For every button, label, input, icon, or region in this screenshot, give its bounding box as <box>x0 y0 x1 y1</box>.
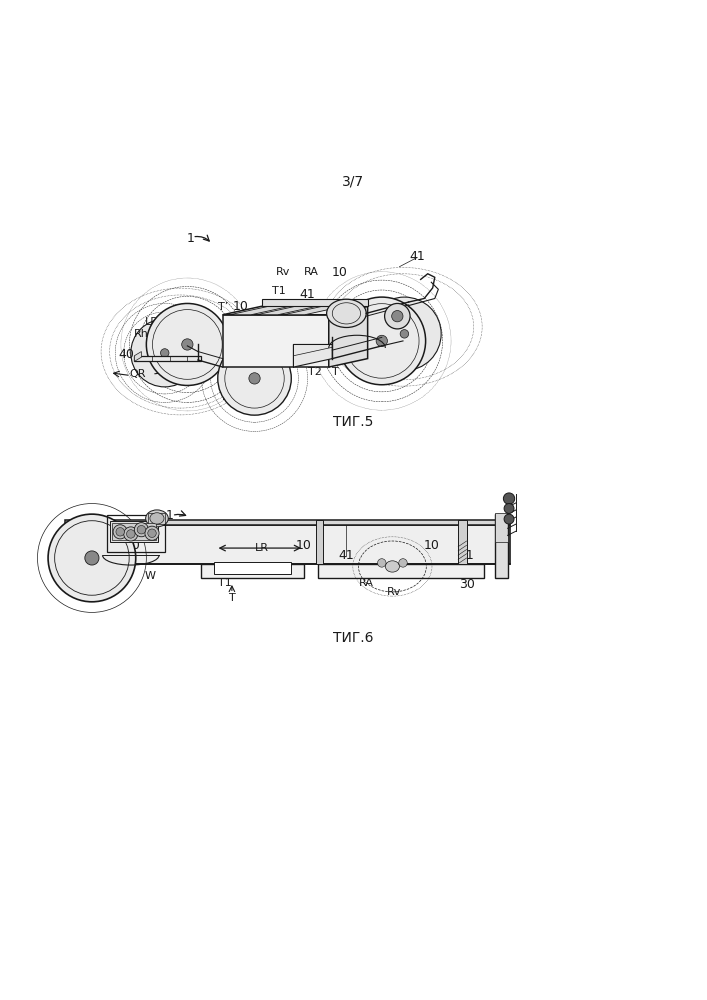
Text: T’: T’ <box>218 302 228 312</box>
Ellipse shape <box>385 561 399 572</box>
Text: W: W <box>145 571 156 581</box>
Polygon shape <box>329 306 368 367</box>
Text: 41: 41 <box>339 549 354 562</box>
Ellipse shape <box>399 559 407 567</box>
Bar <box>214 562 291 574</box>
Bar <box>316 520 323 564</box>
Ellipse shape <box>131 319 199 387</box>
Ellipse shape <box>368 297 441 371</box>
Ellipse shape <box>113 525 127 539</box>
Ellipse shape <box>146 510 168 527</box>
Ellipse shape <box>327 299 366 327</box>
Text: T1: T1 <box>218 578 232 588</box>
Ellipse shape <box>127 530 135 538</box>
Text: 41: 41 <box>300 288 315 301</box>
Text: 10: 10 <box>296 539 312 552</box>
Ellipse shape <box>85 551 99 565</box>
Text: ΤИГ.5: ΤИГ.5 <box>333 415 374 429</box>
Ellipse shape <box>392 311 403 322</box>
Polygon shape <box>134 352 141 361</box>
Ellipse shape <box>504 514 514 524</box>
Text: Rh: Rh <box>222 392 238 402</box>
Bar <box>495 514 508 578</box>
Text: RA: RA <box>303 267 319 277</box>
Polygon shape <box>257 306 317 315</box>
Bar <box>110 521 158 542</box>
Text: 1: 1 <box>187 232 195 245</box>
Ellipse shape <box>137 525 146 534</box>
Bar <box>318 564 484 578</box>
Ellipse shape <box>385 303 410 329</box>
Text: 20: 20 <box>268 366 284 379</box>
Ellipse shape <box>504 504 514 513</box>
Text: QR: QR <box>129 369 146 379</box>
Text: 40: 40 <box>57 536 73 549</box>
Ellipse shape <box>182 339 193 350</box>
Bar <box>65 525 510 564</box>
Polygon shape <box>134 356 201 361</box>
Bar <box>148 513 165 524</box>
Ellipse shape <box>376 335 387 347</box>
Bar <box>458 520 467 564</box>
Ellipse shape <box>134 523 148 537</box>
Text: 20: 20 <box>402 334 418 347</box>
Text: Rv: Rv <box>395 355 409 365</box>
Text: LR: LR <box>145 317 159 327</box>
Text: 41: 41 <box>459 549 474 562</box>
Ellipse shape <box>338 297 426 385</box>
Text: 10: 10 <box>423 539 439 552</box>
Text: Rv: Rv <box>387 587 402 597</box>
Ellipse shape <box>218 342 291 415</box>
Ellipse shape <box>116 528 124 536</box>
Text: 30: 30 <box>459 578 474 591</box>
Polygon shape <box>293 344 332 367</box>
Polygon shape <box>230 306 290 315</box>
Text: Rv: Rv <box>276 267 290 277</box>
Ellipse shape <box>400 330 409 338</box>
Text: 40: 40 <box>118 348 134 361</box>
Bar <box>65 520 510 525</box>
Ellipse shape <box>148 529 156 537</box>
Text: 41: 41 <box>409 250 425 263</box>
Text: T: T <box>228 593 235 603</box>
Bar <box>107 515 165 552</box>
Text: Rmv: Rmv <box>392 347 417 357</box>
Text: 10: 10 <box>233 300 248 313</box>
Ellipse shape <box>146 303 228 385</box>
Text: ΤИГ.6: ΤИГ.6 <box>333 631 374 645</box>
Text: 10: 10 <box>332 266 347 279</box>
Text: T2: T2 <box>308 367 322 377</box>
Ellipse shape <box>249 373 260 384</box>
Text: RA: RA <box>358 578 374 588</box>
Text: 3/7: 3/7 <box>342 175 365 189</box>
Ellipse shape <box>503 493 515 504</box>
Ellipse shape <box>378 559 386 567</box>
Polygon shape <box>223 306 368 315</box>
Text: T: T <box>332 367 339 377</box>
Ellipse shape <box>124 527 138 541</box>
Polygon shape <box>223 315 329 367</box>
Ellipse shape <box>150 513 164 524</box>
Text: T1: T1 <box>272 286 286 296</box>
Bar <box>495 513 508 542</box>
Bar <box>112 523 156 540</box>
Ellipse shape <box>160 349 169 357</box>
Text: Rh: Rh <box>134 329 149 339</box>
Bar <box>201 564 304 578</box>
Ellipse shape <box>145 526 159 540</box>
Text: Rmh: Rmh <box>247 385 273 395</box>
Text: LR: LR <box>255 543 269 553</box>
Polygon shape <box>284 306 344 315</box>
Text: 10: 10 <box>125 539 141 552</box>
Text: 1: 1 <box>165 509 174 522</box>
Text: RA: RA <box>339 332 354 342</box>
Ellipse shape <box>48 514 136 602</box>
Polygon shape <box>262 299 368 306</box>
